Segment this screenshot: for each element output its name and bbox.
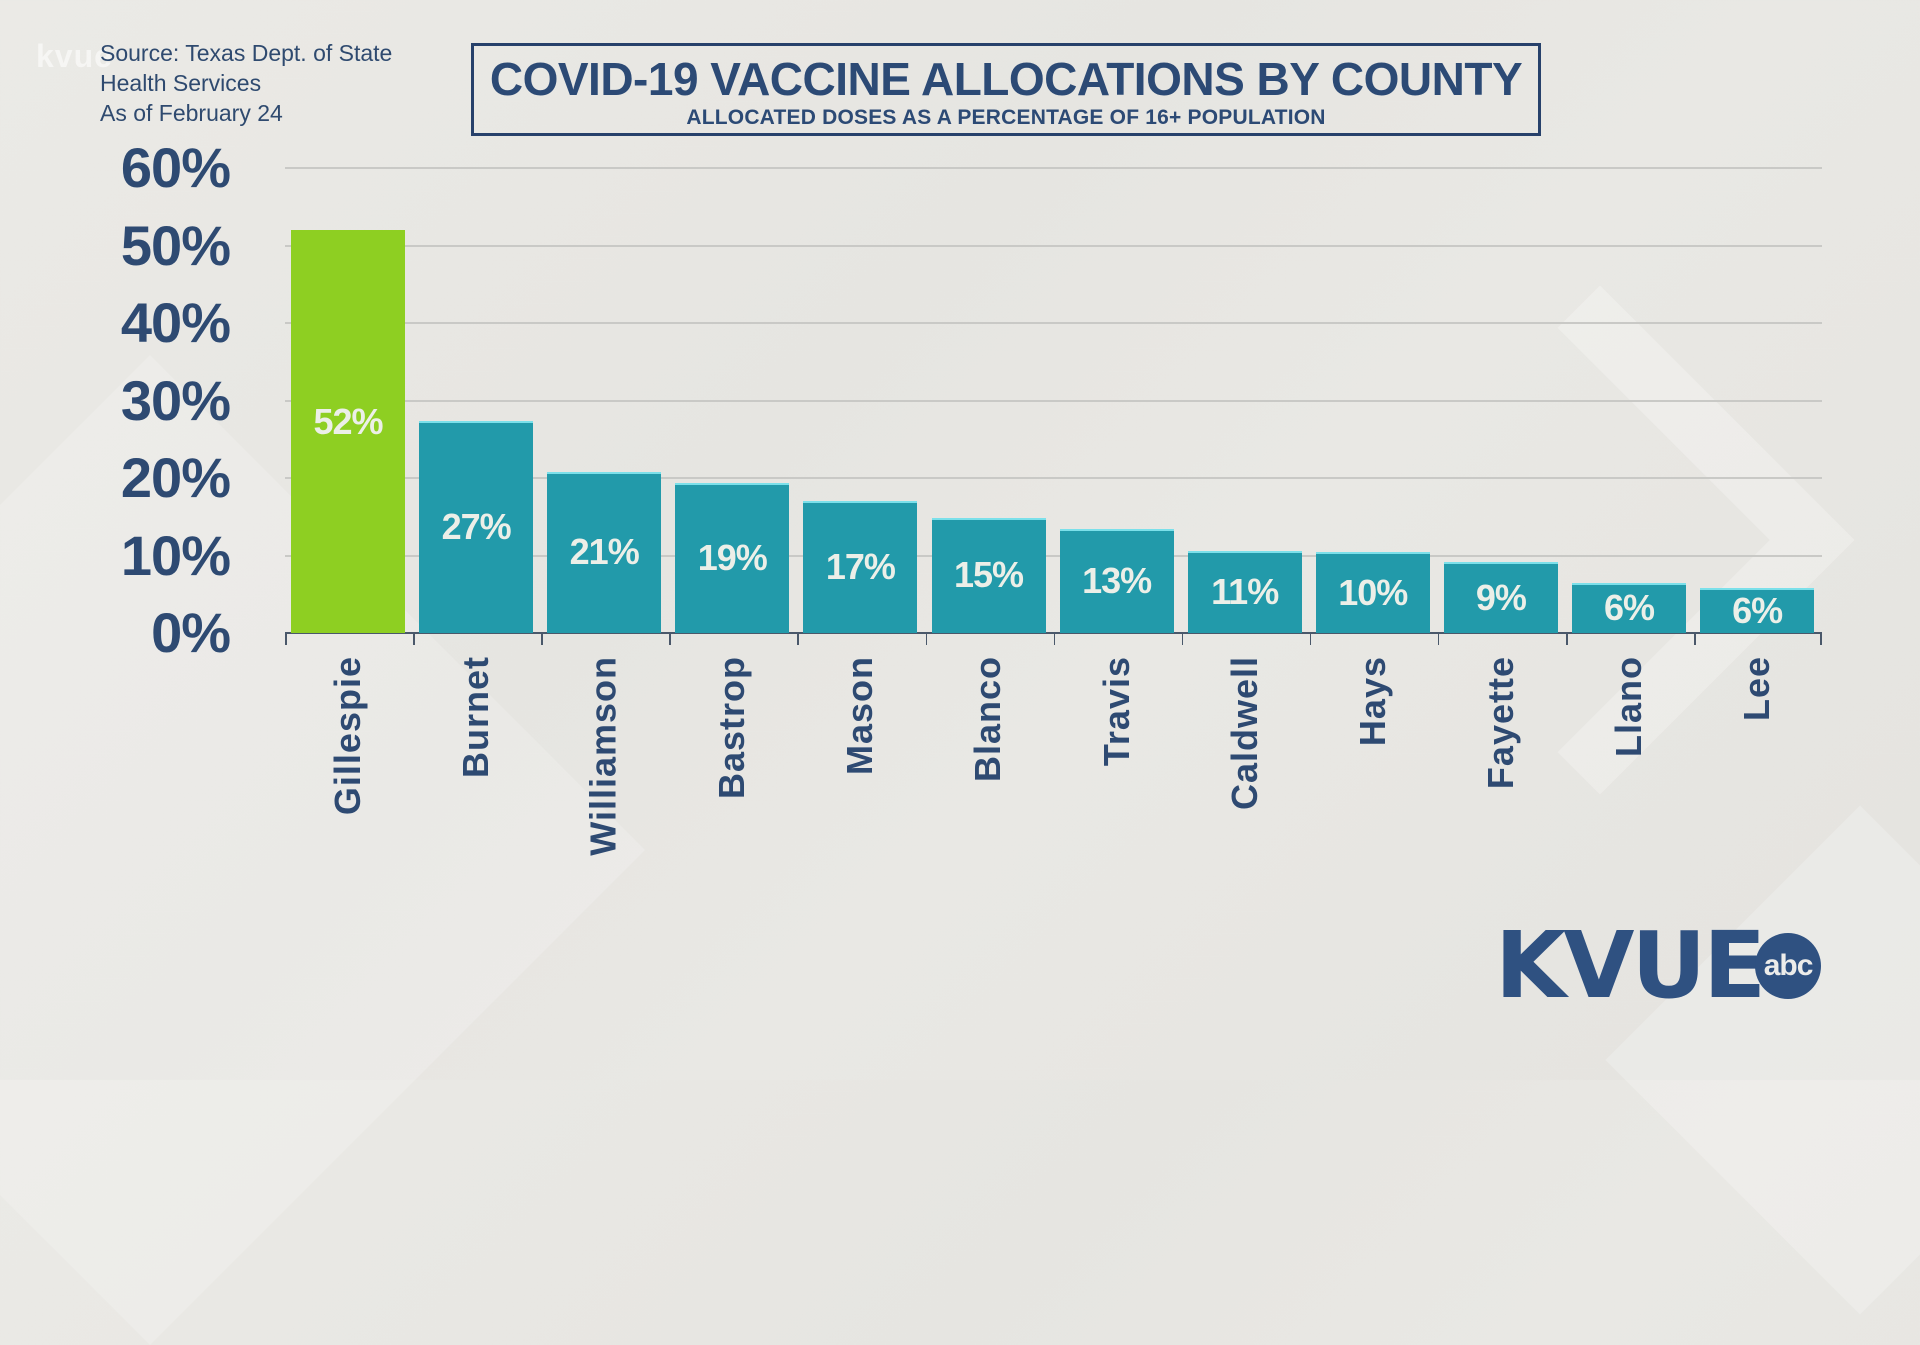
x-tick (1309, 633, 1312, 645)
y-tick-label: 50% (120, 213, 231, 277)
county-name: Fayette (1479, 656, 1521, 790)
y-tick-label: 40% (120, 291, 231, 354)
x-axis-line (285, 632, 1822, 634)
bar-highlight-edge (1187, 550, 1302, 553)
bar-travis: 13% (1059, 529, 1174, 633)
bar-value-label: 15% (953, 554, 1024, 596)
county-name: Blanco (967, 656, 1009, 783)
county-name: Williamson (583, 656, 625, 856)
bar-highlight-edge (291, 230, 405, 232)
bar-value-label: 13% (1082, 560, 1152, 602)
bar-value-label: 19% (697, 536, 768, 578)
bar-caldwell: 11% (1187, 550, 1302, 633)
source-line: Source: Texas Dept. of State (100, 40, 393, 66)
x-tick (413, 633, 415, 645)
source-line: Health Services (100, 70, 262, 96)
logo-text: KVUE (1495, 912, 1766, 1019)
bar-gillespie: 52% (291, 230, 405, 633)
x-tick (1694, 633, 1696, 645)
bar-bastrop: 19% (675, 482, 790, 633)
bar-value-label: 52% (313, 401, 383, 443)
bar-value-label: 9% (1475, 576, 1527, 618)
x-tick (1437, 633, 1440, 645)
bar-highlight-edge (931, 517, 1046, 520)
county-name: Caldwell (1223, 656, 1265, 811)
bar-value-label: 6% (1732, 589, 1783, 631)
bar-value-label: 17% (825, 546, 896, 588)
gridline (285, 244, 1822, 247)
source-note: Source: Texas Dept. of State Health Serv… (100, 38, 392, 128)
bar-highlight-edge (1315, 552, 1430, 555)
bar-williamson: 21% (547, 471, 662, 633)
bar-burnet: 27% (419, 421, 534, 633)
x-tick (1820, 633, 1822, 645)
county-name: Travis (1095, 656, 1137, 767)
bar-fayette: 9% (1443, 562, 1558, 633)
gridline (285, 554, 1822, 557)
chart-title: COVID-19 VACCINE ALLOCATIONS BY COUNTY (489, 53, 1523, 105)
bar-mason: 17% (803, 501, 918, 633)
bar-value-label: 21% (569, 531, 640, 573)
x-tick (1181, 633, 1184, 645)
bar-llano: 6% (1572, 582, 1686, 633)
chart-subtitle: ALLOCATED DOSES AS A PERCENTAGE OF 16+ P… (686, 106, 1326, 129)
x-tick (541, 633, 543, 645)
x-tick (925, 633, 927, 645)
y-tick-label: 0% (151, 601, 231, 664)
gridline (285, 477, 1822, 479)
county-name: Gillespie (327, 656, 368, 816)
y-tick-label: 20% (120, 446, 231, 509)
bar-hays: 10% (1315, 552, 1430, 633)
y-tick-label: 60% (120, 136, 231, 199)
bar-highlight-edge (547, 471, 662, 474)
bar-value-label: 27% (441, 506, 512, 548)
x-tick (797, 633, 799, 645)
bar-highlight-edge (1443, 562, 1558, 565)
bar-highlight-edge (675, 482, 790, 485)
background-shape (1605, 805, 1920, 1315)
county-name: Bastrop (711, 656, 753, 800)
bar-highlight-edge (803, 501, 918, 504)
abc-logo-icon: abc (1755, 933, 1822, 999)
county-name: Llano (1608, 656, 1649, 757)
county-name: Burnet (455, 656, 497, 778)
bar-blanco: 15% (931, 517, 1046, 633)
x-tick (1053, 633, 1056, 645)
y-tick-label: 30% (120, 368, 231, 432)
kvue-logo: KVUE abc (1495, 912, 1822, 1019)
county-name: Hays (1351, 656, 1393, 747)
bar-highlight-edge (419, 421, 534, 424)
county-name: Mason (839, 656, 881, 776)
bar-highlight-edge (1700, 588, 1815, 591)
bar-value-label: 10% (1338, 571, 1408, 613)
bar-value-label: 6% (1603, 586, 1655, 628)
date-line: As of February 24 (100, 100, 283, 126)
gridline (285, 322, 1822, 324)
watermark: kvue (36, 38, 113, 74)
gridline (285, 167, 1822, 169)
bar-highlight-edge (1059, 529, 1174, 532)
county-name: Lee (1736, 656, 1778, 722)
gridline (285, 399, 1822, 402)
title-box: COVID-19 VACCINE ALLOCATIONS BY COUNTY A… (471, 43, 1541, 136)
bar-lee: 6% (1700, 588, 1815, 633)
x-tick (669, 633, 671, 645)
bar-value-label: 11% (1211, 570, 1279, 612)
plot-area: 52% 27% 21% 19% 17% 15% 13% 11% 10% 9% 6% 6% (285, 167, 1822, 645)
x-tick (1566, 633, 1568, 645)
x-tick (285, 633, 287, 645)
bar-highlight-edge (1572, 582, 1686, 585)
y-tick-label: 10% (120, 523, 231, 587)
